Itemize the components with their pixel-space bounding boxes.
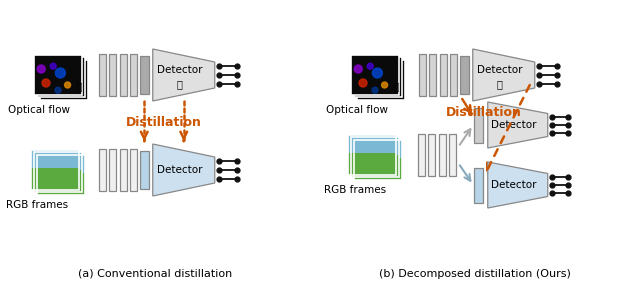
- Circle shape: [65, 82, 71, 88]
- Bar: [109, 54, 116, 96]
- Text: RGB frames: RGB frames: [6, 200, 68, 210]
- Bar: [34, 170, 82, 192]
- Bar: [31, 150, 79, 190]
- Text: 🔒: 🔒: [393, 83, 399, 92]
- Circle shape: [55, 68, 66, 78]
- Bar: [354, 158, 401, 179]
- Bar: [36, 173, 85, 194]
- Text: Distillation: Distillation: [446, 105, 522, 118]
- Bar: [120, 54, 127, 96]
- Text: Optical flow: Optical flow: [326, 105, 388, 115]
- Bar: [34, 152, 82, 192]
- Bar: [354, 57, 402, 97]
- Text: Detector: Detector: [491, 180, 537, 190]
- Circle shape: [55, 87, 61, 93]
- Bar: [130, 54, 137, 96]
- Text: Detector: Detector: [157, 65, 202, 75]
- Bar: [439, 134, 446, 176]
- Bar: [109, 149, 116, 191]
- Bar: [351, 55, 399, 95]
- Bar: [429, 54, 436, 96]
- Bar: [348, 135, 396, 175]
- Bar: [449, 134, 456, 176]
- Bar: [460, 56, 469, 94]
- Circle shape: [37, 65, 45, 73]
- Bar: [350, 137, 399, 155]
- Bar: [39, 60, 88, 99]
- Bar: [439, 54, 446, 96]
- Circle shape: [42, 79, 50, 87]
- Bar: [354, 139, 401, 158]
- Bar: [34, 55, 82, 95]
- Bar: [36, 154, 85, 173]
- Text: 🔒: 🔒: [76, 83, 81, 92]
- Bar: [450, 54, 457, 96]
- Circle shape: [359, 79, 367, 87]
- Bar: [37, 57, 85, 97]
- Text: (a) Conventional distillation: (a) Conventional distillation: [78, 269, 232, 279]
- Text: 🔒: 🔒: [497, 79, 502, 89]
- Text: 🔒: 🔒: [177, 79, 183, 89]
- Circle shape: [367, 63, 373, 69]
- Bar: [348, 153, 396, 175]
- Circle shape: [373, 68, 382, 78]
- Bar: [357, 60, 404, 99]
- Polygon shape: [153, 144, 215, 196]
- Text: Optical flow: Optical flow: [8, 105, 70, 115]
- Bar: [99, 149, 106, 191]
- Polygon shape: [153, 49, 215, 101]
- Bar: [120, 149, 127, 191]
- Polygon shape: [488, 102, 548, 148]
- Circle shape: [372, 87, 378, 93]
- Bar: [474, 168, 483, 202]
- Text: Detector: Detector: [477, 65, 523, 75]
- Text: (b) Decomposed distillation (Ours): (b) Decomposed distillation (Ours): [379, 269, 571, 279]
- Circle shape: [50, 63, 56, 69]
- Bar: [36, 154, 85, 194]
- Text: Detector: Detector: [157, 165, 202, 175]
- Bar: [140, 56, 149, 94]
- Text: Distillation: Distillation: [126, 116, 202, 129]
- Bar: [130, 149, 137, 191]
- Bar: [350, 155, 399, 177]
- Text: Detector: Detector: [491, 120, 537, 130]
- Bar: [418, 54, 425, 96]
- Circle shape: [382, 82, 387, 88]
- Bar: [99, 54, 106, 96]
- Polygon shape: [488, 162, 548, 208]
- Circle shape: [354, 65, 362, 73]
- Bar: [474, 107, 483, 143]
- Bar: [31, 168, 79, 190]
- Bar: [140, 151, 149, 189]
- Bar: [34, 152, 82, 170]
- Bar: [418, 134, 425, 176]
- Polygon shape: [473, 49, 535, 101]
- Bar: [354, 139, 401, 179]
- Bar: [31, 150, 79, 168]
- Bar: [348, 135, 396, 153]
- Text: RGB frames: RGB frames: [324, 185, 386, 195]
- Bar: [350, 137, 399, 177]
- Bar: [428, 134, 435, 176]
